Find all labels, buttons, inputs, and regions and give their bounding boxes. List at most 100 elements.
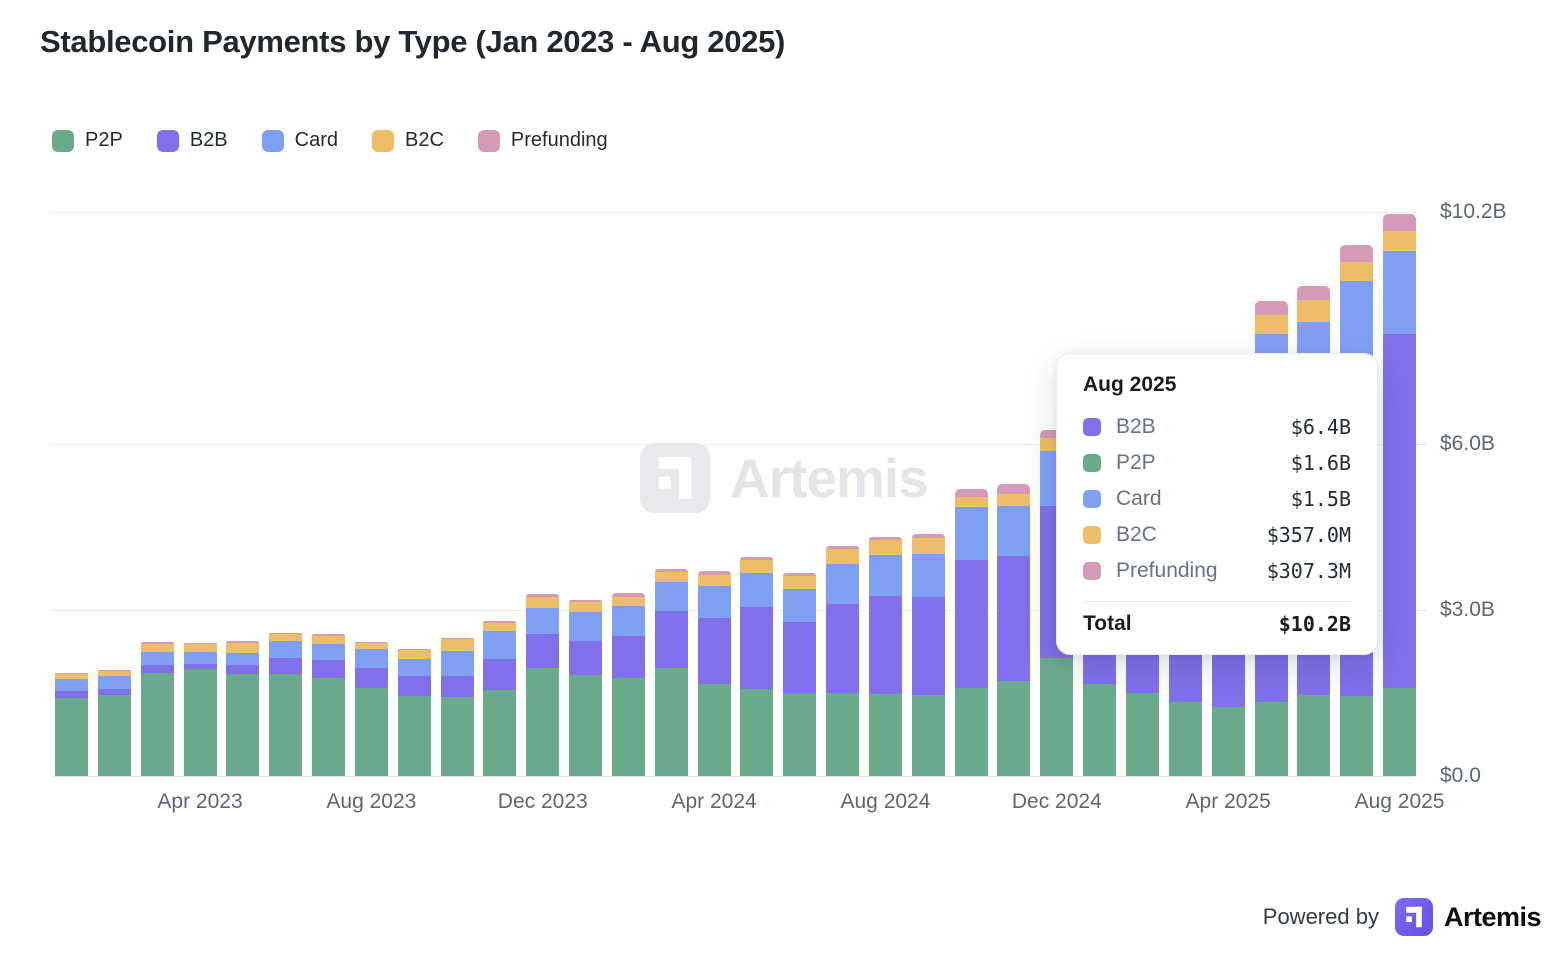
bar-segment-p2p[interactable] (868, 694, 902, 776)
bar-segment-p2p[interactable] (783, 692, 817, 776)
bar-segment-b2b[interactable] (740, 606, 774, 689)
bar-segment-p2p[interactable] (826, 692, 860, 776)
artemis-brand-name[interactable]: Artemis (1443, 901, 1542, 932)
bar-segment-card[interactable] (483, 630, 517, 660)
bar-aug-2024[interactable] (868, 536, 902, 776)
bar-segment-prefunding[interactable] (397, 648, 431, 650)
bar-segment-prefunding[interactable] (569, 600, 603, 603)
bar-segment-p2p[interactable] (397, 695, 431, 776)
bar-segment-p2p[interactable] (354, 688, 388, 776)
bar-segment-b2c[interactable] (397, 649, 431, 660)
bar-segment-b2b[interactable] (826, 604, 860, 693)
bar-segment-p2p[interactable] (954, 688, 988, 776)
bar-segment-card[interactable] (397, 659, 431, 677)
bar-segment-b2b[interactable] (1383, 333, 1417, 688)
bar-segment-b2b[interactable] (55, 690, 88, 699)
bar-segment-b2c[interactable] (697, 575, 731, 587)
bar-segment-p2p[interactable] (1083, 684, 1117, 776)
bar-apr-2024[interactable] (697, 571, 731, 776)
bar-segment-p2p[interactable] (97, 695, 131, 776)
bar-segment-b2c[interactable] (1254, 315, 1288, 334)
bar-feb-2024[interactable] (611, 593, 645, 776)
bar-segment-b2c[interactable] (354, 642, 388, 649)
bar-segment-card[interactable] (954, 507, 988, 560)
bar-segment-b2c[interactable] (440, 639, 474, 652)
bar-segment-card[interactable] (783, 588, 817, 622)
bar-dec-2023[interactable] (526, 593, 560, 776)
legend-item-prefunding[interactable]: Prefunding (477, 129, 608, 152)
bar-segment-prefunding[interactable] (697, 571, 731, 576)
bar-may-2023[interactable] (226, 641, 260, 776)
bar-segment-prefunding[interactable] (97, 669, 131, 671)
bar-segment-card[interactable] (269, 640, 303, 658)
bar-jul-2024[interactable] (826, 546, 860, 776)
bar-segment-b2c[interactable] (55, 674, 88, 680)
bar-segment-b2b[interactable] (397, 676, 431, 696)
bar-segment-b2c[interactable] (783, 576, 817, 589)
legend-item-b2b[interactable]: B2B (156, 129, 228, 152)
bar-segment-prefunding[interactable] (1297, 286, 1331, 301)
legend-item-b2c[interactable]: B2C (371, 129, 444, 152)
bar-segment-prefunding[interactable] (911, 534, 945, 538)
bar-segment-b2c[interactable] (611, 597, 645, 607)
bar-jun-2023[interactable] (269, 632, 303, 776)
bar-segment-b2c[interactable] (183, 643, 217, 653)
bar-segment-b2c[interactable] (954, 497, 988, 508)
bar-segment-b2b[interactable] (611, 636, 645, 679)
legend-item-card[interactable]: Card (261, 129, 338, 152)
bar-segment-b2c[interactable] (1340, 261, 1374, 282)
bar-segment-prefunding[interactable] (483, 621, 517, 623)
bar-segment-b2b[interactable] (269, 657, 303, 675)
bar-segment-p2p[interactable] (226, 674, 260, 776)
bar-sep-2024[interactable] (911, 534, 945, 776)
bar-segment-b2c[interactable] (1297, 300, 1331, 323)
bar-segment-prefunding[interactable] (55, 673, 88, 675)
bar-segment-card[interactable] (55, 679, 88, 691)
bar-segment-b2c[interactable] (654, 572, 688, 582)
bar-segment-card[interactable] (611, 606, 645, 637)
bar-nov-2023[interactable] (483, 621, 517, 776)
bar-segment-p2p[interactable] (697, 683, 731, 776)
bar-segment-b2c[interactable] (483, 622, 517, 631)
bar-segment-b2b[interactable] (226, 664, 260, 675)
bar-segment-b2c[interactable] (97, 670, 131, 676)
bar-segment-p2p[interactable] (1297, 694, 1331, 776)
bar-segment-card[interactable] (911, 554, 945, 597)
bar-segment-b2b[interactable] (97, 689, 131, 696)
bar-segment-b2b[interactable] (783, 621, 817, 693)
bar-segment-p2p[interactable] (1254, 701, 1288, 776)
bar-aug-2023[interactable] (354, 641, 388, 776)
bar-segment-prefunding[interactable] (997, 484, 1031, 495)
bar-segment-p2p[interactable] (569, 674, 603, 776)
bar-segment-b2b[interactable] (954, 559, 988, 689)
bar-segment-b2c[interactable] (740, 560, 774, 573)
bar-segment-card[interactable] (1340, 281, 1374, 362)
bar-segment-b2b[interactable] (911, 596, 945, 696)
bar-segment-card[interactable] (740, 572, 774, 607)
bar-segment-b2b[interactable] (697, 618, 731, 684)
bar-segment-b2c[interactable] (826, 548, 860, 565)
bar-segment-b2b[interactable] (997, 555, 1031, 681)
bar-segment-p2p[interactable] (654, 668, 688, 776)
bar-segment-prefunding[interactable] (1254, 301, 1288, 316)
bar-segment-prefunding[interactable] (1340, 244, 1374, 262)
bar-segment-card[interactable] (312, 643, 346, 660)
bar-segment-prefunding[interactable] (611, 593, 645, 598)
bar-jan-2024[interactable] (569, 600, 603, 776)
bar-segment-b2b[interactable] (569, 641, 603, 675)
bar-segment-p2p[interactable] (740, 688, 774, 776)
bar-segment-b2b[interactable] (183, 664, 217, 670)
bar-segment-b2b[interactable] (440, 675, 474, 697)
bar-segment-b2b[interactable] (354, 667, 388, 689)
bar-oct-2024[interactable] (954, 488, 988, 776)
bar-segment-b2b[interactable] (868, 595, 902, 695)
bar-segment-prefunding[interactable] (312, 634, 346, 636)
bar-segment-card[interactable] (826, 564, 860, 605)
bar-jun-2024[interactable] (783, 573, 817, 776)
bar-segment-prefunding[interactable] (1383, 213, 1417, 231)
bar-feb-2023[interactable] (97, 669, 131, 776)
bar-nov-2024[interactable] (997, 484, 1031, 776)
bar-segment-p2p[interactable] (1340, 695, 1374, 776)
bar-segment-p2p[interactable] (1211, 707, 1245, 776)
bar-segment-b2c[interactable] (569, 602, 603, 613)
